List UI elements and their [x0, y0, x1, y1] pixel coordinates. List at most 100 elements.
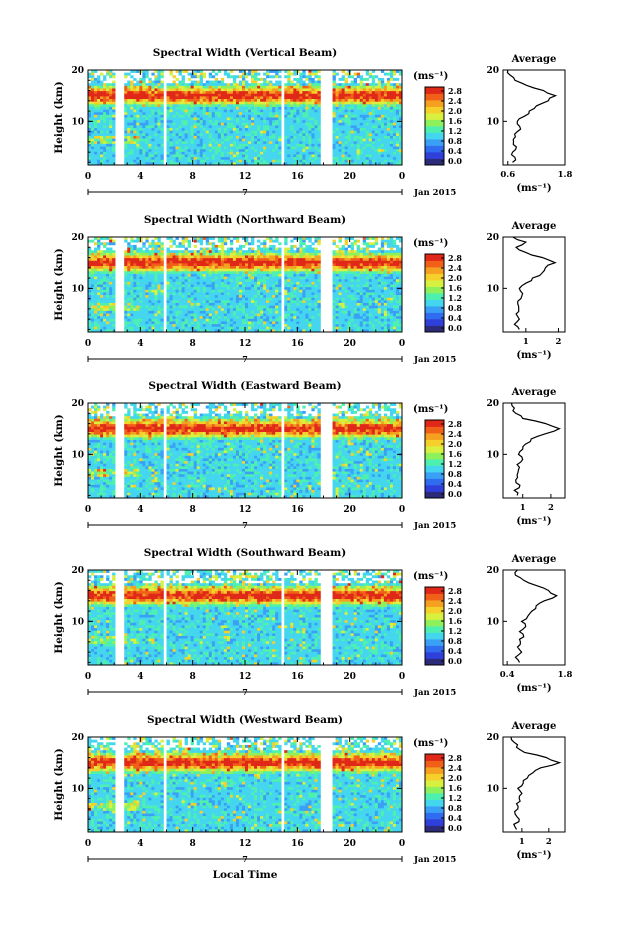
heatmap-cell: [275, 114, 279, 118]
heatmap-cell: [347, 85, 351, 89]
heatmap-cell: [196, 250, 201, 254]
heatmap-cell: [226, 300, 231, 304]
heatmap-cell: [350, 128, 354, 131]
heatmap-cell: [148, 135, 152, 139]
heatmap-cell: [139, 302, 143, 306]
heatmap-cell: [377, 114, 382, 118]
heatmap-cell: [178, 295, 182, 298]
heatmap-cell: [275, 91, 279, 95]
heatmap-cell: [220, 151, 225, 155]
heatmap-cell: [184, 284, 188, 288]
heatmap-cell: [160, 125, 164, 129]
heatmap-cell: [299, 75, 303, 79]
heatmap-cell: [175, 324, 179, 328]
heatmap-cell: [139, 321, 143, 325]
heatmap-cell: [145, 99, 149, 102]
heatmap-cell: [202, 266, 207, 269]
heatmap-cell: [257, 93, 261, 97]
heatmap-cell: [248, 258, 252, 262]
heatmap-cell: [296, 138, 300, 142]
heatmap-cell: [398, 99, 403, 102]
heatmap-cell: [193, 146, 197, 150]
heatmap-cell: [245, 159, 249, 163]
heatmap-cell: [311, 70, 315, 73]
heatmap-cell: [160, 273, 164, 277]
heatmap-cell: [148, 316, 152, 320]
heatmap-cell: [226, 88, 231, 92]
heatmap-cell: [223, 151, 228, 155]
heatmap-cell: [139, 300, 143, 304]
heatmap-cell: [350, 91, 354, 95]
heatmap-cell: [157, 250, 161, 254]
heatmap-cell: [266, 91, 270, 95]
heatmap-cell: [145, 239, 149, 243]
heatmap-cell: [371, 88, 376, 92]
heatmap-cell: [94, 154, 98, 158]
heatmap-cell: [103, 162, 107, 166]
heatmap-cell: [217, 80, 222, 84]
heatmap-cell: [145, 109, 149, 113]
heatmap-cell: [229, 313, 234, 317]
heatmap-cell: [296, 143, 300, 147]
heatmap-cell: [160, 302, 164, 306]
heatmap-cell: [299, 128, 303, 131]
heatmap-cell: [214, 271, 219, 275]
heatmap-cell: [184, 122, 188, 126]
heatmap-cell: [202, 154, 207, 158]
heatmap-cell: [290, 93, 294, 97]
heatmap-cell: [232, 281, 237, 285]
heatmap-cell: [305, 96, 309, 100]
heatmap-cell: [166, 141, 170, 145]
heatmap-cell: [302, 117, 306, 121]
heatmap-cell: [139, 276, 143, 280]
heatmap-cell: [124, 321, 128, 325]
heatmap-cell: [389, 104, 394, 108]
heatmap-cell: [223, 125, 228, 129]
heatmap-cell: [293, 93, 297, 97]
heatmap-cell: [193, 141, 197, 145]
heatmap-cell: [220, 313, 225, 317]
heatmap-cell: [299, 101, 303, 105]
heatmap-cell: [145, 295, 149, 298]
heatmap-cell: [142, 120, 146, 124]
heatmap-cell: [374, 130, 379, 134]
heatmap-cell: [97, 146, 101, 150]
heatmap-cell: [293, 141, 297, 145]
heatmap-cell: [344, 128, 348, 131]
heatmap-cell: [232, 106, 237, 110]
heatmap-cell: [392, 85, 397, 89]
heatmap-cell: [145, 70, 149, 73]
heatmap-cell: [148, 120, 152, 124]
heatmap-cell: [220, 242, 225, 246]
heatmap-cell: [154, 247, 158, 251]
heatmap-cell: [238, 289, 243, 293]
heatmap-cell: [103, 321, 107, 325]
heatmap-cell: [362, 91, 367, 95]
heatmap-cell: [157, 80, 161, 84]
heatmap-cell: [109, 250, 113, 254]
heatmap-cell: [269, 109, 273, 113]
heatmap-cell: [293, 159, 297, 163]
heatmap-cell: [338, 96, 342, 100]
heatmap-cell: [223, 260, 228, 264]
heatmap-cell: [127, 321, 131, 325]
heatmap-cell: [368, 72, 373, 76]
heatmap-cell: [145, 85, 149, 89]
heatmap-cell: [392, 162, 397, 166]
heatmap-cell: [157, 237, 161, 240]
heatmap-cell: [145, 159, 149, 163]
heatmap-cell: [205, 247, 210, 251]
heatmap-cell: [214, 141, 219, 145]
heatmap-cell: [214, 326, 219, 330]
heatmap-cell: [211, 289, 216, 293]
heatmap-cell: [94, 247, 98, 251]
heatmap-cell: [193, 101, 197, 105]
heatmap-cell: [94, 146, 98, 150]
heatmap-cell: [208, 149, 213, 153]
heatmap-cell: [112, 96, 116, 100]
heatmap-cell: [284, 133, 288, 137]
heatmap-cell: [344, 143, 348, 147]
heatmap-cell: [260, 125, 264, 129]
heatmap-cell: [290, 138, 294, 142]
heatmap-cell: [97, 141, 101, 145]
